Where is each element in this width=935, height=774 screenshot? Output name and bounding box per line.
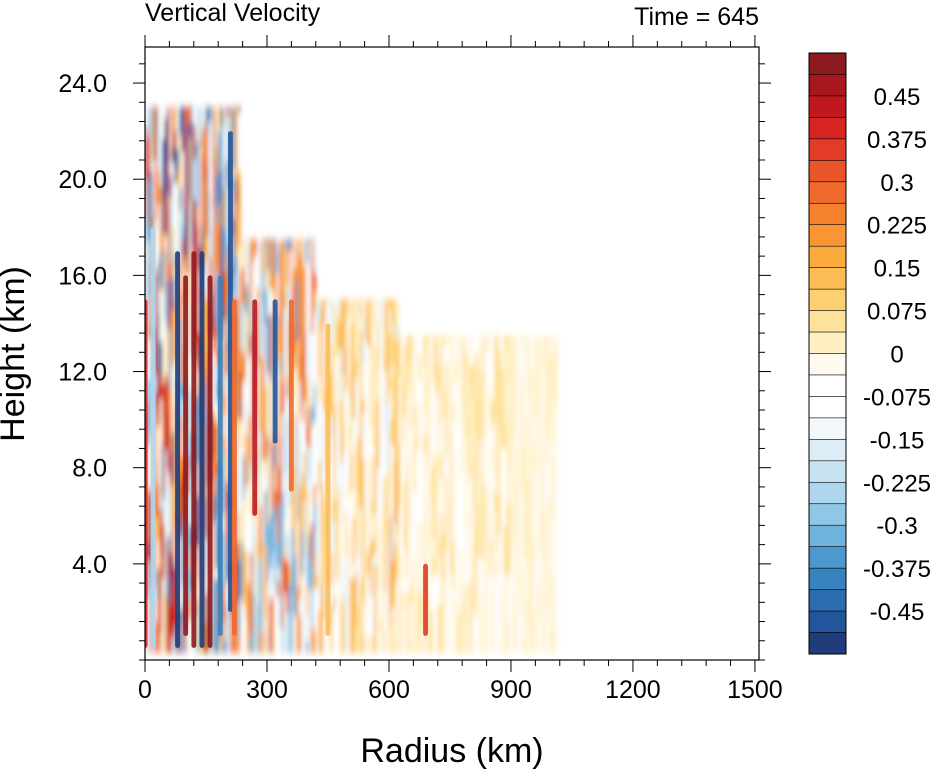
x-tick-label: 900 xyxy=(490,676,532,704)
x-tick-label: 0 xyxy=(138,676,152,704)
colorbar-swatch xyxy=(808,396,847,419)
y-tick-label: 24.0 xyxy=(58,70,107,98)
feature-band xyxy=(232,299,237,636)
colorbar-swatch xyxy=(808,288,847,312)
feature-band xyxy=(199,251,205,648)
y-tick-label: 8.0 xyxy=(72,455,107,483)
y-tick-label: 12.0 xyxy=(58,359,107,387)
time-label: Time = 645 xyxy=(634,3,759,31)
x-tick-label: 600 xyxy=(368,676,410,704)
colorbar-swatch xyxy=(808,117,847,140)
feature-band xyxy=(228,131,233,612)
colorbar-swatch xyxy=(808,417,847,440)
colorbar-swatch xyxy=(808,610,847,634)
colorbar-label: 0.375 xyxy=(867,127,927,154)
colorbar-swatch xyxy=(808,331,847,355)
feature-band xyxy=(207,275,213,648)
colorbar-frame xyxy=(808,52,847,655)
colorbar-label: 0.45 xyxy=(874,84,921,111)
colorbar-swatch xyxy=(808,632,847,655)
colorbar-swatch xyxy=(808,224,847,247)
velocity-field xyxy=(145,107,558,653)
colorbar-swatch xyxy=(808,181,847,204)
feature-band xyxy=(145,299,148,648)
colorbar-swatch xyxy=(808,74,847,97)
feature-band xyxy=(252,299,258,516)
colorbar-swatch xyxy=(808,52,847,75)
colorbar-swatch xyxy=(808,567,847,591)
x-tick-labels: 0 300 600 900 1200 1500 xyxy=(138,676,783,704)
colorbar-swatch xyxy=(808,374,847,397)
feature-band xyxy=(217,275,223,636)
colorbar-swatch xyxy=(808,310,847,333)
colorbar-swatch xyxy=(808,160,847,183)
axis-ticks xyxy=(133,35,771,672)
x-tick-label: 300 xyxy=(246,676,288,704)
colorbar-swatch xyxy=(808,267,847,290)
colorbar-label: 0.225 xyxy=(867,213,927,240)
feature-band xyxy=(423,563,428,636)
y-tick-label: 20.0 xyxy=(58,166,107,194)
y-tick-labels: 4.0 8.0 12.0 16.0 20.0 24.0 xyxy=(58,70,107,579)
colorbar-swatch xyxy=(808,589,847,612)
colorbar-labels: 0.45 0.375 0.3 0.225 0.15 0.075 0 -0.075 -0.15 -0… xyxy=(863,84,931,626)
colorbar-swatch xyxy=(808,546,847,569)
x-tick-label: 1200 xyxy=(605,676,661,704)
feature-band xyxy=(175,251,180,648)
feature-band xyxy=(150,227,156,649)
colorbar-swatch xyxy=(808,503,847,526)
colorbar-swatch xyxy=(808,439,847,462)
y-axis-label: Height (km) xyxy=(0,266,32,442)
colorbar-label: -0.375 xyxy=(863,556,931,583)
colorbar-swatch xyxy=(808,95,847,118)
velocity-features xyxy=(145,131,428,649)
y-tick-label: 4.0 xyxy=(72,551,107,579)
colorbar-label: 0.3 xyxy=(880,170,913,197)
colorbar xyxy=(808,52,847,655)
colorbar-label: -0.225 xyxy=(863,470,931,497)
feature-band xyxy=(183,275,189,636)
colorbar-label: -0.075 xyxy=(863,384,931,411)
colorbar-label: 0 xyxy=(890,342,903,369)
colorbar-swatch xyxy=(808,460,847,483)
colorbar-swatch xyxy=(808,138,847,161)
feature-band xyxy=(325,323,331,636)
feature-band xyxy=(191,251,197,648)
colorbar-label: 0.15 xyxy=(874,256,921,283)
colorbar-swatch xyxy=(808,524,847,548)
chart-title: Vertical Velocity xyxy=(145,0,321,27)
colorbar-label: -0.45 xyxy=(870,599,925,626)
x-axis-label: Radius (km) xyxy=(360,732,543,770)
colorbar-swatch xyxy=(808,481,847,505)
y-tick-label: 16.0 xyxy=(58,262,107,290)
x-tick-label: 1500 xyxy=(727,676,783,704)
colorbar-swatch xyxy=(808,353,847,376)
colorbar-label: -0.15 xyxy=(870,427,925,454)
colorbar-label: 0.075 xyxy=(867,299,927,326)
feature-band xyxy=(288,299,294,492)
colorbar-swatch xyxy=(808,202,847,226)
colorbar-label: -0.3 xyxy=(876,513,917,540)
colorbar-swatch xyxy=(808,245,847,269)
feature-band xyxy=(272,299,278,444)
plot-frame xyxy=(144,46,760,661)
